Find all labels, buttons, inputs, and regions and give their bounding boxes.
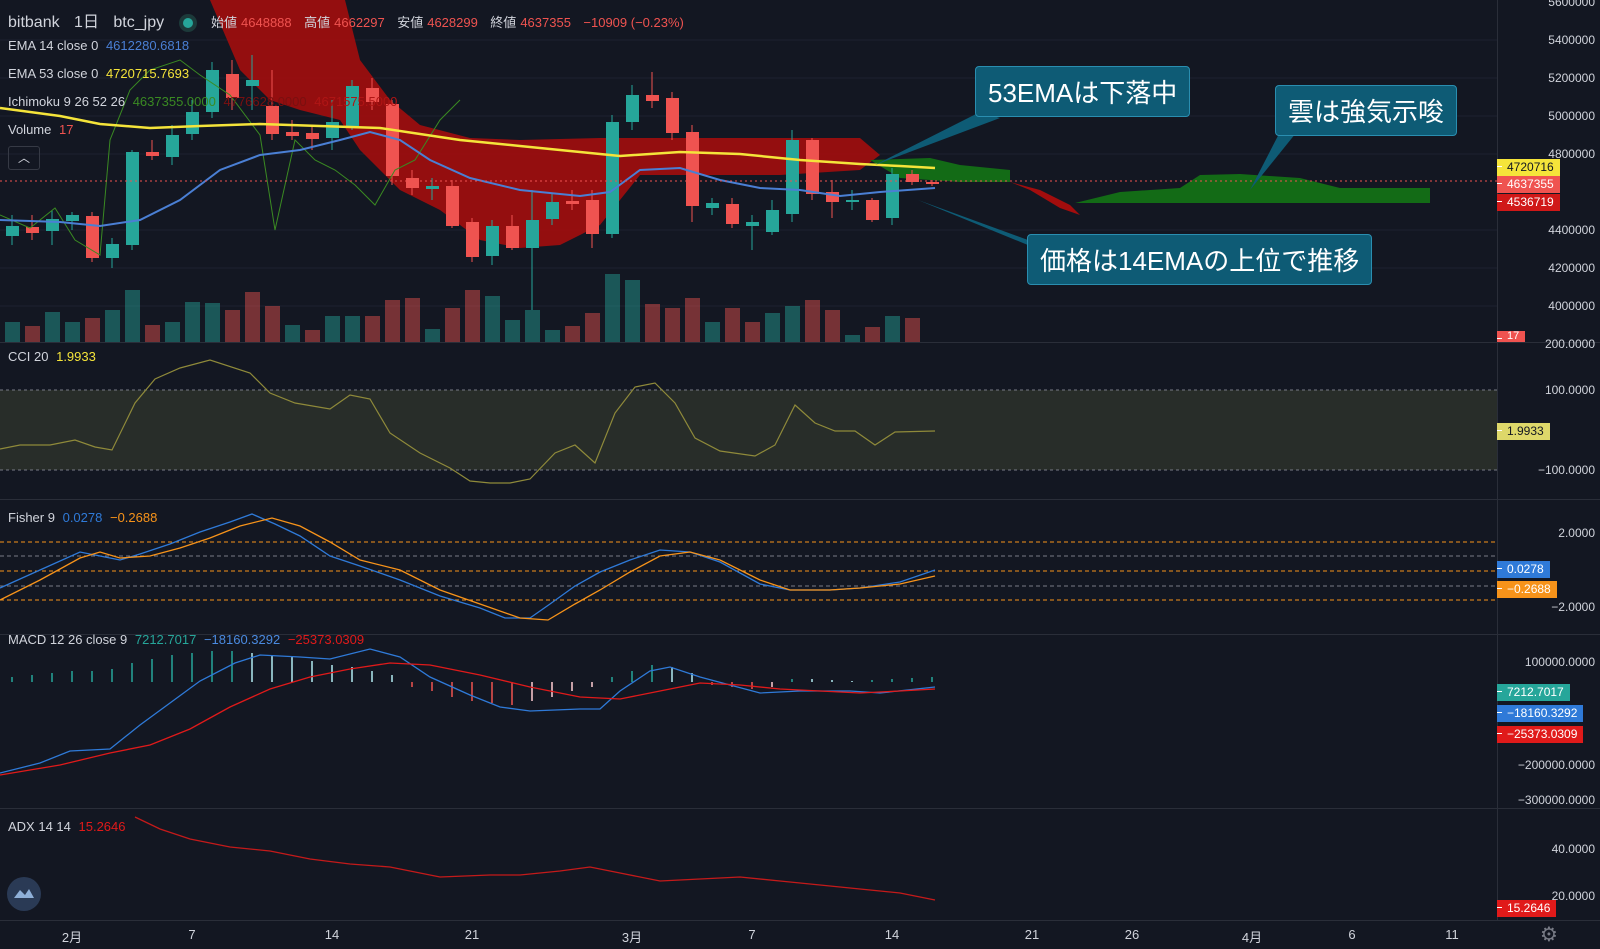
- ichimoku-cloud-red-tail: [1000, 178, 1080, 215]
- ichimoku-cloud-green: [870, 158, 1010, 182]
- adx-line: [134, 816, 936, 901]
- volume-value: 17: [59, 122, 74, 137]
- interval[interactable]: 1日: [74, 14, 99, 31]
- cci-chart: [0, 359, 1497, 484]
- ema53-legend[interactable]: EMA 53 close 0 4720715.7693: [8, 66, 190, 81]
- fisher-trigger-value: −0.2688: [109, 510, 158, 525]
- pane-separator[interactable]: [0, 808, 1600, 809]
- fisher-trigger-line: [0, 517, 936, 621]
- change-value: −10909 (−0.23%): [583, 15, 684, 30]
- tradingview-logo-icon[interactable]: [7, 877, 41, 911]
- low-price-tag: 4536719: [1497, 194, 1560, 211]
- cci-pane[interactable]: CCI 20 1.9933: [0, 343, 1497, 499]
- macd-signal-line: [0, 662, 936, 776]
- time-label: 26: [1124, 927, 1140, 942]
- macd-histogram: [11, 651, 933, 705]
- ichimoku-lagging-span: [0, 59, 461, 256]
- time-label: 2月: [61, 930, 83, 945]
- market-status-icon: [182, 17, 193, 28]
- chart-settings-gear-icon[interactable]: ⚙: [1540, 924, 1558, 946]
- fisher-trigger-tag: −0.2688: [1497, 581, 1557, 598]
- adx-pane[interactable]: ADX 14 14 15.2646: [0, 809, 1497, 920]
- ema53-value: 4720715.7693: [105, 66, 190, 81]
- time-label: 11: [1445, 927, 1459, 942]
- time-label: 21: [464, 927, 480, 942]
- adx-chart: [134, 816, 936, 901]
- cci-line: [0, 359, 936, 484]
- macd-line: [0, 648, 936, 774]
- volume-legend[interactable]: Volume 17: [8, 122, 74, 137]
- time-label: 21: [1024, 927, 1040, 942]
- ichimoku-legend[interactable]: Ichimoku 9 26 52 26 4637355.0000 4776628…: [8, 94, 398, 109]
- symbol[interactable]: btc_jpy: [113, 14, 165, 31]
- fisher-legend[interactable]: Fisher 9 0.0278 −0.2688: [8, 510, 158, 525]
- fisher-pane[interactable]: Fisher 9 0.0278 −0.2688: [0, 500, 1497, 634]
- fisher-tag: 0.0278: [1497, 561, 1550, 578]
- close-price-tag: 4637355: [1497, 176, 1560, 193]
- high-value: 4662297: [334, 15, 385, 30]
- price-chart: [0, 0, 1497, 342]
- volume-tag: 17: [1497, 331, 1526, 342]
- price-scale[interactable]: 5600000 5400000 5200000 5000000 4800000 …: [1497, 0, 1600, 342]
- adx-value: 15.2646: [78, 819, 126, 834]
- collapse-legend-button[interactable]: ︿: [8, 146, 40, 170]
- price-pane[interactable]: bitbank 1日 btc_jpy 始値 4648888 高値 4662297 安…: [0, 0, 1497, 342]
- time-label: 14: [884, 927, 900, 942]
- time-label: 4月: [1241, 930, 1263, 945]
- open-value: 4648888: [241, 15, 292, 30]
- ema14-legend[interactable]: EMA 14 close 0 4612280.6818: [8, 38, 190, 53]
- macd-signal-tag: −25373.0309: [1497, 726, 1584, 743]
- ichimoku-cloud-green-2: [1075, 174, 1430, 203]
- pane-separator[interactable]: [0, 342, 1600, 343]
- time-label: 14: [324, 927, 340, 942]
- cci-value: 1.9933: [56, 349, 96, 364]
- ema14-line: [0, 130, 936, 228]
- cci-tag: 1.9933: [1497, 423, 1550, 440]
- adx-legend[interactable]: ADX 14 14 15.2646: [8, 819, 126, 834]
- macd-chart: [0, 648, 936, 776]
- macd-hist-value: 7212.7017: [134, 632, 197, 647]
- time-axis-separator: [0, 920, 1600, 921]
- time-label: 7: [748, 927, 756, 942]
- time-label: 3月: [621, 930, 643, 945]
- time-label: 7: [188, 927, 196, 942]
- pane-separator[interactable]: [0, 634, 1600, 635]
- macd-hist-tag: 7212.7017: [1497, 684, 1570, 701]
- adx-tag: 15.2646: [1497, 900, 1557, 917]
- volume-bars: [5, 274, 920, 342]
- ema53-line: [0, 106, 936, 170]
- callout-pointer-3: [1250, 128, 1300, 190]
- time-label: 6: [1348, 927, 1356, 942]
- cci-legend[interactable]: CCI 20 1.9933: [8, 349, 96, 364]
- ichimoku-cloud-red: [210, 0, 880, 248]
- low-value: 4628299: [427, 15, 478, 30]
- symbol-header: bitbank 1日 btc_jpy 始値 4648888 高値 4662297 安…: [8, 14, 684, 31]
- ema14-value: 4612280.6818: [105, 38, 190, 53]
- macd-signal-value: −25373.0309: [287, 632, 365, 647]
- macd-pane[interactable]: MACD 12 26 close 9 7212.7017 −18160.3292…: [0, 632, 1497, 808]
- pane-separator[interactable]: [0, 499, 1600, 500]
- close-value: 4637355: [520, 15, 571, 30]
- callout-pointer-2: [918, 200, 1040, 250]
- fisher-line: [0, 513, 936, 619]
- fisher-value: 0.0278: [62, 510, 103, 525]
- callout-cloud-bullish[interactable]: 雲は強気示唆: [1275, 85, 1458, 136]
- callout-ema53-falling[interactable]: 53EMAは下落中: [975, 66, 1191, 117]
- cci-band: [0, 390, 1497, 470]
- macd-legend[interactable]: MACD 12 26 close 9 7212.7017 −18160.3292…: [8, 632, 365, 647]
- macd-tag: −18160.3292: [1497, 705, 1584, 722]
- macd-value: −18160.3292: [203, 632, 281, 647]
- callout-pointer-1: [875, 112, 1000, 165]
- fisher-chart: [0, 513, 1497, 621]
- callout-price-above-ema14[interactable]: 価格は14EMAの上位で推移: [1027, 234, 1373, 285]
- ema53-price-tag: 4720716: [1497, 159, 1560, 176]
- exchange-name: bitbank: [8, 14, 60, 31]
- cci-scale[interactable]: 200.0000 100.0000 −100.0000: [1497, 337, 1600, 499]
